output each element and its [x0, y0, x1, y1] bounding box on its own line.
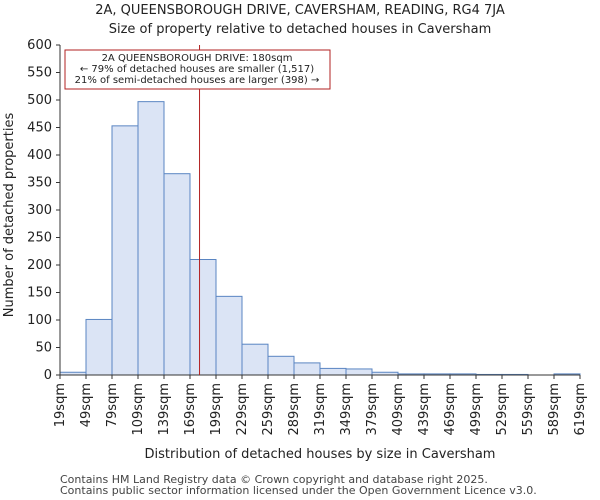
x-tick-label: 349sqm: [339, 383, 354, 436]
y-tick-label: 350: [27, 176, 52, 191]
x-tick-label: 139sqm: [157, 383, 172, 436]
x-tick-label: 199sqm: [209, 383, 224, 436]
y-tick-label: 550: [27, 66, 52, 81]
x-tick-label: 169sqm: [183, 383, 198, 436]
annotation-line-1: 2A QUEENSBOROUGH DRIVE: 180sqm: [102, 53, 293, 64]
y-tick-label: 250: [27, 231, 52, 246]
y-tick-label: 500: [27, 93, 52, 108]
bar-349sqm: [345, 368, 373, 376]
x-tick-label: 409sqm: [391, 383, 406, 436]
annotation-box: 2A QUEENSBOROUGH DRIVE: 180sqm ← 79% of …: [64, 49, 331, 90]
y-tick-label: 50: [35, 341, 52, 356]
x-tick-label: 589sqm: [547, 383, 562, 436]
bar-139sqm: [163, 173, 191, 376]
x-tick-label: 49sqm: [79, 383, 94, 427]
x-axis-label: Distribution of detached houses by size …: [145, 447, 496, 462]
y-tick-label: 100: [27, 313, 52, 328]
annotation-frame: [64, 49, 331, 90]
x-tick-label: 319sqm: [313, 383, 328, 436]
chart-subtitle: Size of property relative to detached ho…: [109, 22, 492, 37]
bar-199sqm: [215, 295, 243, 376]
footer-line-2: Contains public sector information licen…: [60, 484, 537, 497]
footer-line-1: Contains HM Land Registry data © Crown c…: [60, 473, 488, 486]
x-tick-label: 529sqm: [495, 383, 510, 436]
bar-49sqm: [85, 318, 113, 376]
x-tick-label: 79sqm: [105, 383, 120, 427]
bar-109sqm: [137, 101, 165, 376]
annotation-line-2: ← 79% of detached houses are smaller (1,…: [80, 64, 314, 75]
x-tick-label: 259sqm: [261, 383, 276, 436]
y-tick-label: 600: [27, 38, 52, 53]
bars-group: [59, 101, 581, 376]
y-tick-label: 0: [44, 368, 52, 383]
bar-289sqm: [293, 362, 321, 376]
x-tick-label: 19sqm: [53, 383, 68, 427]
x-tick-label: 289sqm: [287, 383, 302, 436]
x-tick-label: 229sqm: [235, 383, 250, 436]
x-tick-label: 499sqm: [469, 383, 484, 436]
x-tick-label: 619sqm: [573, 383, 588, 436]
y-tick-label: 300: [27, 203, 52, 218]
y-tick-label: 450: [27, 121, 52, 136]
bar-259sqm: [267, 355, 295, 376]
y-tick-label: 400: [27, 148, 52, 163]
x-ticks-group: 19sqm 49sqm 79sqm 109sqm 139sqm 169sqm 199sqm 2…: [53, 375, 588, 436]
x-tick-label: 439sqm: [417, 383, 432, 436]
y-axis-label: Number of detached properties: [2, 113, 17, 318]
bar-319sqm: [319, 367, 347, 376]
bar-169sqm: [189, 259, 217, 376]
x-tick-label: 109sqm: [131, 383, 146, 436]
chart-title: 2A, QUEENSBOROUGH DRIVE, CAVERSHAM, READ…: [95, 3, 505, 18]
y-ticks-group: 0 50 100 150 200 250 300 350 400 450 500 550 600: [27, 38, 60, 383]
x-tick-label: 469sqm: [443, 383, 458, 436]
x-tick-label: 379sqm: [365, 383, 380, 436]
bar-79sqm: [111, 125, 139, 376]
x-tick-label: 559sqm: [521, 383, 536, 436]
bar-229sqm: [241, 343, 269, 376]
y-tick-label: 200: [27, 258, 52, 273]
y-tick-label: 150: [27, 286, 52, 301]
annotation-line-3: 21% of semi-detached houses are larger (…: [75, 75, 320, 86]
